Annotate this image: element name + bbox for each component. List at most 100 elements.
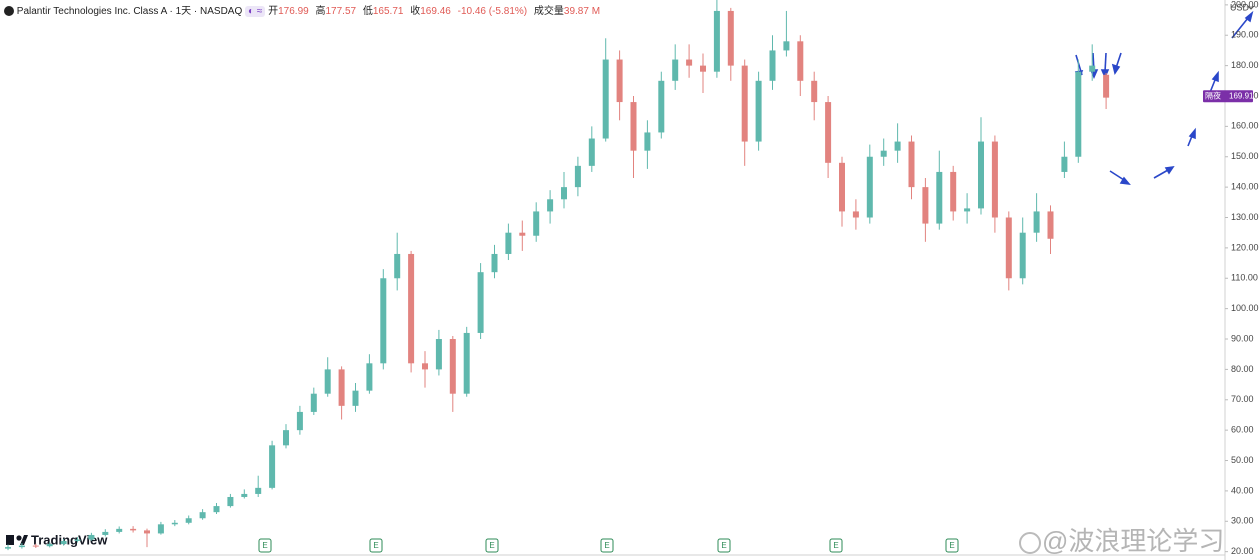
candle-body [978, 141, 984, 209]
candle-body [1103, 74, 1110, 98]
y-tick-label: 100.00 [1231, 303, 1259, 313]
candle-body [74, 539, 81, 542]
candle-body [102, 531, 109, 535]
y-tick-label: 70.00 [1231, 394, 1254, 404]
candle-body [1075, 71, 1082, 157]
candle-body [380, 278, 387, 364]
candle-body [60, 541, 67, 545]
candle-body [672, 59, 679, 81]
brand: TradingView [31, 532, 108, 547]
candle-body [616, 59, 623, 103]
candle-body [255, 487, 262, 494]
volume-label: 成交量 [533, 6, 564, 17]
candle-body [477, 272, 484, 333]
candle-body [686, 59, 693, 66]
y-tick-label: 140.00 [1231, 182, 1259, 192]
symbol-logo [4, 6, 14, 17]
y-tick-label: 110.00 [1231, 273, 1258, 283]
earnings-marker: E [721, 541, 726, 550]
candle-body [783, 41, 790, 51]
candle-body [658, 80, 665, 133]
candle-body [561, 187, 567, 200]
y-tick-label: 40.00 [1231, 485, 1254, 495]
candle-body [144, 530, 150, 534]
candle-body [491, 253, 498, 273]
earnings-badge [717, 538, 731, 553]
candle-body [269, 445, 276, 488]
high-value: 177.57 [325, 6, 357, 17]
candle-body [116, 528, 123, 532]
candle-body [769, 50, 776, 81]
low-label: 低 [362, 6, 373, 17]
volume-value: 39.87 M [563, 6, 601, 17]
y-tick-label: 80.00 [1231, 364, 1254, 374]
close-label: 收 [410, 6, 421, 17]
price-tag-value: 169.91 [1229, 91, 1254, 100]
candle-body [741, 65, 748, 142]
session-icon: ◐ ≈ [245, 6, 266, 17]
candle-body [1019, 232, 1026, 279]
y-tick-label: 60.00 [1231, 425, 1254, 435]
candle-body [519, 232, 526, 236]
price-tag-box [1203, 90, 1253, 103]
currency: USD [1230, 2, 1250, 12]
candle-body [630, 102, 637, 151]
y-tick-label: 130.00 [1231, 212, 1259, 222]
candle-body [283, 430, 289, 446]
open-value: 176.99 [278, 6, 309, 17]
earnings-badge [485, 538, 499, 553]
candle-body [1047, 211, 1054, 239]
candle-body [435, 339, 442, 370]
candle-body [894, 141, 901, 151]
watermark-group: @波浪理论学习 [1019, 526, 1224, 556]
candle-body [213, 506, 220, 513]
candle-body [1005, 217, 1012, 279]
y-tick-label: 150.00 [1231, 151, 1259, 161]
earnings-badge [829, 538, 843, 553]
candle-body [713, 10, 720, 72]
price-tag-label: 隔夜 [1205, 90, 1221, 100]
candle-body [700, 65, 706, 72]
candle-body [825, 102, 832, 163]
candle-body [185, 518, 192, 523]
candle-body [199, 512, 206, 519]
candle-body [324, 369, 331, 394]
candle-body [241, 493, 248, 497]
caret [1247, 5, 1255, 10]
candle-body [755, 80, 762, 142]
brand-logo: TradingView [6, 532, 108, 547]
candle-body [839, 162, 845, 212]
candle-body [991, 141, 998, 218]
candle-body [588, 138, 595, 166]
candle-body [46, 544, 53, 547]
close-value: 169.46 [420, 6, 451, 17]
y-tick-label: 190.00 [1231, 30, 1259, 40]
candle-body [422, 363, 428, 370]
candle-body [866, 156, 873, 218]
open-label: 开 [268, 6, 279, 17]
candle-body [5, 547, 11, 549]
earnings-badge [600, 538, 614, 553]
earnings-badge [945, 538, 959, 553]
candle-body [908, 141, 915, 188]
legend-header: Palantir Technologies Inc. Class A · 1天 … [4, 2, 604, 17]
candle-body [1061, 156, 1068, 172]
candle-body [602, 59, 609, 139]
y-tick-label: 160.00 [1231, 121, 1259, 131]
candle-body [644, 132, 651, 151]
change-value: -10.46 (-5.81%) [457, 6, 528, 17]
earnings-badge [258, 538, 272, 553]
candle-body [811, 80, 818, 103]
candle-body [547, 199, 554, 212]
candle-body [157, 524, 164, 534]
candle-body [394, 253, 401, 279]
candles [5, 0, 1110, 551]
candle-body [88, 534, 95, 540]
earnings-marker: E [833, 541, 838, 550]
candle-body [1033, 211, 1040, 233]
earnings-badge [369, 538, 383, 553]
candle-body [533, 211, 540, 236]
candle-body [338, 369, 345, 406]
candle-body [1089, 65, 1096, 72]
